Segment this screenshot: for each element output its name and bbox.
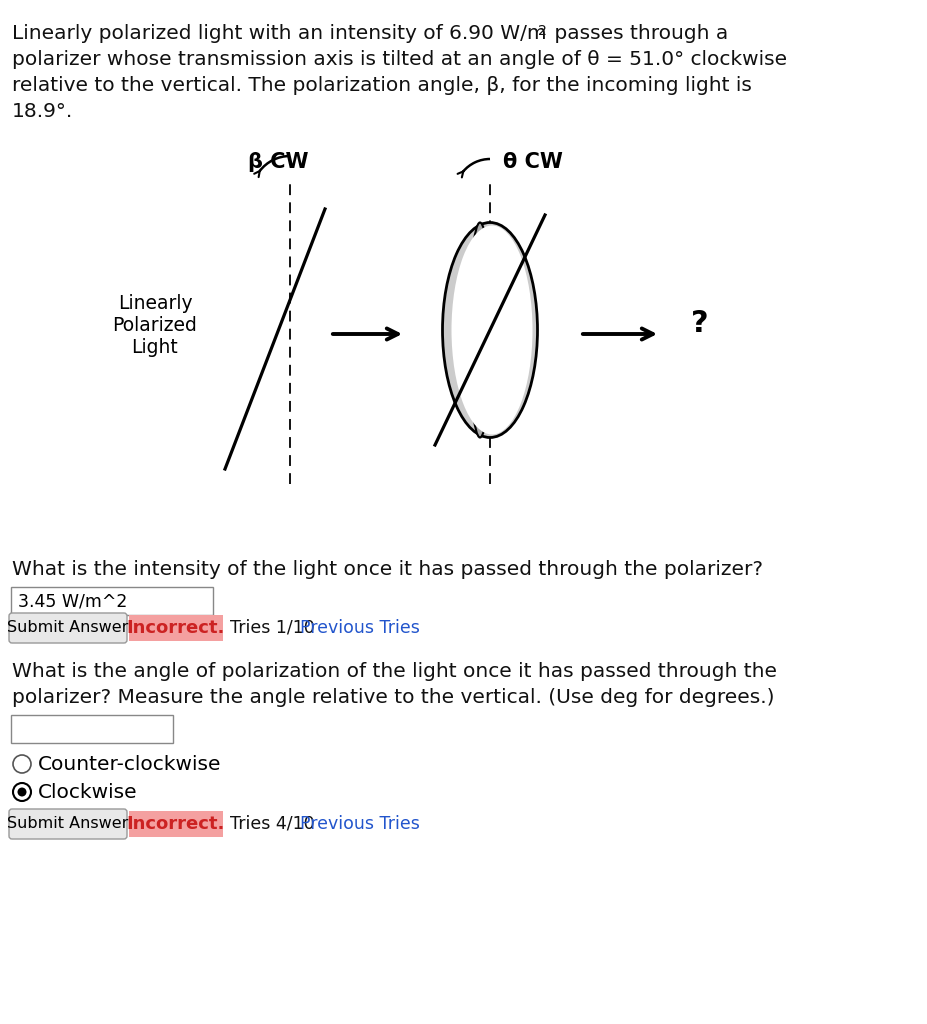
Text: Previous Tries: Previous Tries bbox=[300, 815, 420, 833]
Text: relative to the vertical. The polarization angle, β, for the incoming light is: relative to the vertical. The polarizati… bbox=[12, 76, 752, 95]
Text: Incorrect.: Incorrect. bbox=[127, 815, 225, 833]
Text: Tries 4/10: Tries 4/10 bbox=[230, 815, 314, 833]
FancyBboxPatch shape bbox=[9, 809, 127, 839]
Text: θ CW: θ CW bbox=[503, 152, 563, 172]
Text: What is the angle of polarization of the light once it has passed through the: What is the angle of polarization of the… bbox=[12, 662, 777, 681]
FancyBboxPatch shape bbox=[11, 587, 213, 615]
Ellipse shape bbox=[451, 225, 532, 434]
Text: 18.9°.: 18.9°. bbox=[12, 102, 73, 121]
Text: Counter-clockwise: Counter-clockwise bbox=[38, 755, 222, 773]
FancyBboxPatch shape bbox=[129, 811, 223, 837]
Text: Clockwise: Clockwise bbox=[38, 782, 137, 802]
Text: Linearly: Linearly bbox=[118, 294, 192, 313]
Text: Previous Tries: Previous Tries bbox=[300, 618, 420, 637]
Ellipse shape bbox=[469, 222, 491, 437]
Ellipse shape bbox=[442, 222, 538, 437]
Text: Submit Answer: Submit Answer bbox=[7, 816, 129, 831]
FancyBboxPatch shape bbox=[129, 615, 223, 641]
Text: Submit Answer: Submit Answer bbox=[7, 621, 129, 636]
Text: Polarized: Polarized bbox=[112, 316, 197, 335]
Text: Tries 1/10: Tries 1/10 bbox=[230, 618, 315, 637]
Text: Linearly polarized light with an intensity of 6.90 W/m: Linearly polarized light with an intensi… bbox=[12, 24, 547, 43]
Text: 2: 2 bbox=[538, 24, 547, 38]
Text: Light: Light bbox=[132, 338, 178, 357]
Text: polarizer? Measure the angle relative to the vertical. (Use deg for degrees.): polarizer? Measure the angle relative to… bbox=[12, 688, 774, 707]
Text: β CW: β CW bbox=[248, 152, 309, 172]
FancyBboxPatch shape bbox=[11, 715, 173, 743]
Text: Incorrect.: Incorrect. bbox=[127, 618, 225, 637]
Text: 3.45 W/m^2: 3.45 W/m^2 bbox=[18, 592, 127, 610]
Text: polarizer whose transmission axis is tilted at an angle of θ = 51.0° clockwise: polarizer whose transmission axis is til… bbox=[12, 50, 787, 69]
Circle shape bbox=[18, 787, 27, 797]
Text: passes through a: passes through a bbox=[548, 24, 729, 43]
Text: What is the intensity of the light once it has passed through the polarizer?: What is the intensity of the light once … bbox=[12, 560, 763, 579]
FancyBboxPatch shape bbox=[9, 613, 127, 643]
Text: ?: ? bbox=[692, 309, 709, 339]
